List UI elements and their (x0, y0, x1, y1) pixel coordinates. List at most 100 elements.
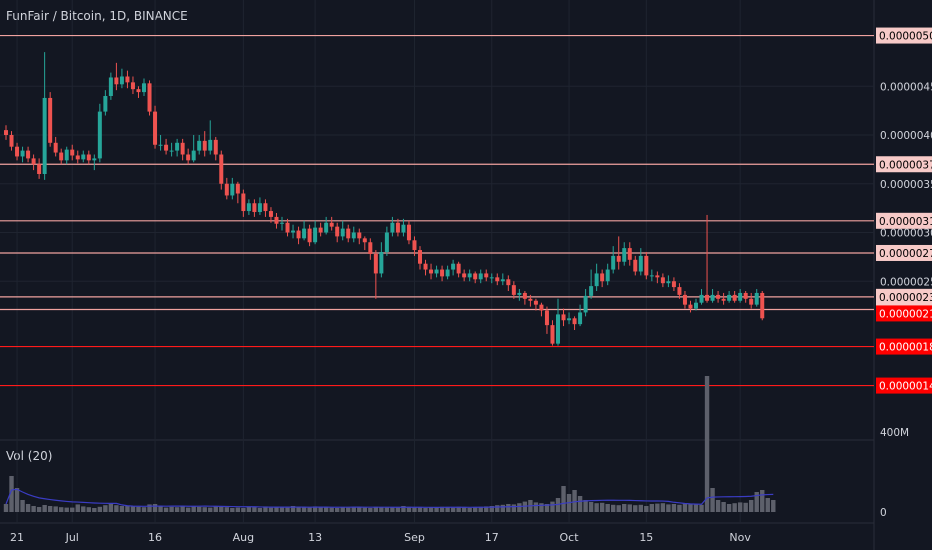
candle-body (230, 183, 235, 196)
candle-body (710, 294, 715, 301)
volume-bar (721, 502, 726, 512)
candle-body (423, 263, 428, 270)
candle-body (291, 230, 296, 233)
volume-bar (638, 504, 643, 512)
candle-body (649, 275, 654, 277)
candle-body (727, 294, 732, 301)
candle-body (671, 281, 676, 288)
candle-body (285, 222, 290, 233)
candle-body (721, 298, 726, 301)
volume-bar (715, 500, 721, 512)
candle-body (329, 222, 334, 227)
candle-body (556, 314, 560, 344)
volume-bar (125, 505, 130, 512)
volume-bar (70, 507, 75, 512)
volume-bar (511, 504, 517, 512)
candle-body (246, 203, 251, 212)
volume-bar (704, 376, 710, 512)
candle-body (533, 300, 538, 305)
candle-body (401, 224, 406, 233)
candle-body (644, 255, 649, 276)
candle-body (412, 240, 417, 251)
candle-body (219, 154, 224, 184)
candle-body (583, 295, 588, 313)
x-tick-label: Nov (729, 531, 751, 544)
volume-bar (53, 506, 58, 512)
candle-body (373, 253, 378, 274)
volume-bar (533, 502, 539, 512)
candle-body (191, 150, 196, 161)
volume-bar (362, 507, 367, 512)
volume-bar (522, 501, 528, 512)
candle-body (395, 222, 400, 233)
candle-body (418, 250, 422, 264)
volume-bar (561, 486, 566, 512)
candle-body (506, 279, 511, 286)
candle-body (197, 140, 202, 151)
volume-bar (699, 504, 704, 512)
candle-body (346, 228, 351, 239)
candle-body (705, 294, 710, 301)
volume-bar (75, 504, 80, 512)
candle-body (351, 232, 356, 239)
volume-bar (279, 506, 285, 512)
volume-bar (406, 506, 412, 512)
volume-bar (622, 504, 627, 512)
volume-bar (390, 507, 395, 512)
volume-bar (208, 507, 213, 512)
candle-body (307, 228, 312, 243)
volume-bar (489, 506, 494, 512)
candle-body (268, 211, 273, 217)
candle-body (4, 130, 8, 135)
volume-ma-line (5, 488, 774, 508)
candle-body (611, 255, 616, 270)
candle-body (103, 96, 108, 112)
candle-body (445, 269, 450, 277)
volume-bar (263, 506, 268, 512)
volume-moving-average (5, 488, 774, 508)
level-label-box (876, 288, 932, 305)
volume-bar (285, 507, 290, 512)
volume-bar (252, 507, 257, 512)
volume-bar (616, 505, 621, 512)
candle-body (716, 294, 721, 299)
candle-body (20, 150, 25, 157)
candle-body (175, 142, 180, 151)
volume-bar (710, 488, 715, 512)
volume-bar (119, 506, 125, 512)
x-tick-label: 16 (148, 531, 162, 544)
candle-body (147, 83, 152, 112)
volume-bar (213, 506, 218, 512)
volume-bar (312, 506, 318, 512)
candle-body (489, 277, 494, 279)
candle-body (484, 273, 489, 278)
candle-body (340, 228, 345, 237)
candle-body (633, 259, 638, 272)
candle-body (324, 222, 329, 233)
candle-body (368, 242, 373, 254)
candle-body (589, 286, 594, 296)
level-label-box (876, 338, 932, 355)
volume-bar (81, 506, 86, 512)
volume-bar (20, 500, 25, 512)
candle-body (699, 294, 704, 303)
volume-bar (307, 507, 312, 512)
volume-bar (351, 506, 356, 512)
candle-body (280, 222, 284, 224)
candle-body (754, 292, 759, 305)
candles (4, 52, 765, 346)
candle-body (108, 77, 113, 96)
level-label-box (876, 305, 932, 322)
volume-bar (163, 507, 169, 512)
volume-bar (655, 503, 660, 512)
level-label-box (876, 244, 932, 261)
candle-body (31, 158, 36, 165)
candle-body (241, 193, 246, 212)
volume-bar (103, 505, 108, 512)
candle-body (9, 135, 14, 147)
volume-bar (9, 476, 14, 512)
candle-body (313, 227, 318, 243)
price-tick-label: 0.00000400 (880, 130, 932, 142)
volume-bar (671, 504, 677, 512)
